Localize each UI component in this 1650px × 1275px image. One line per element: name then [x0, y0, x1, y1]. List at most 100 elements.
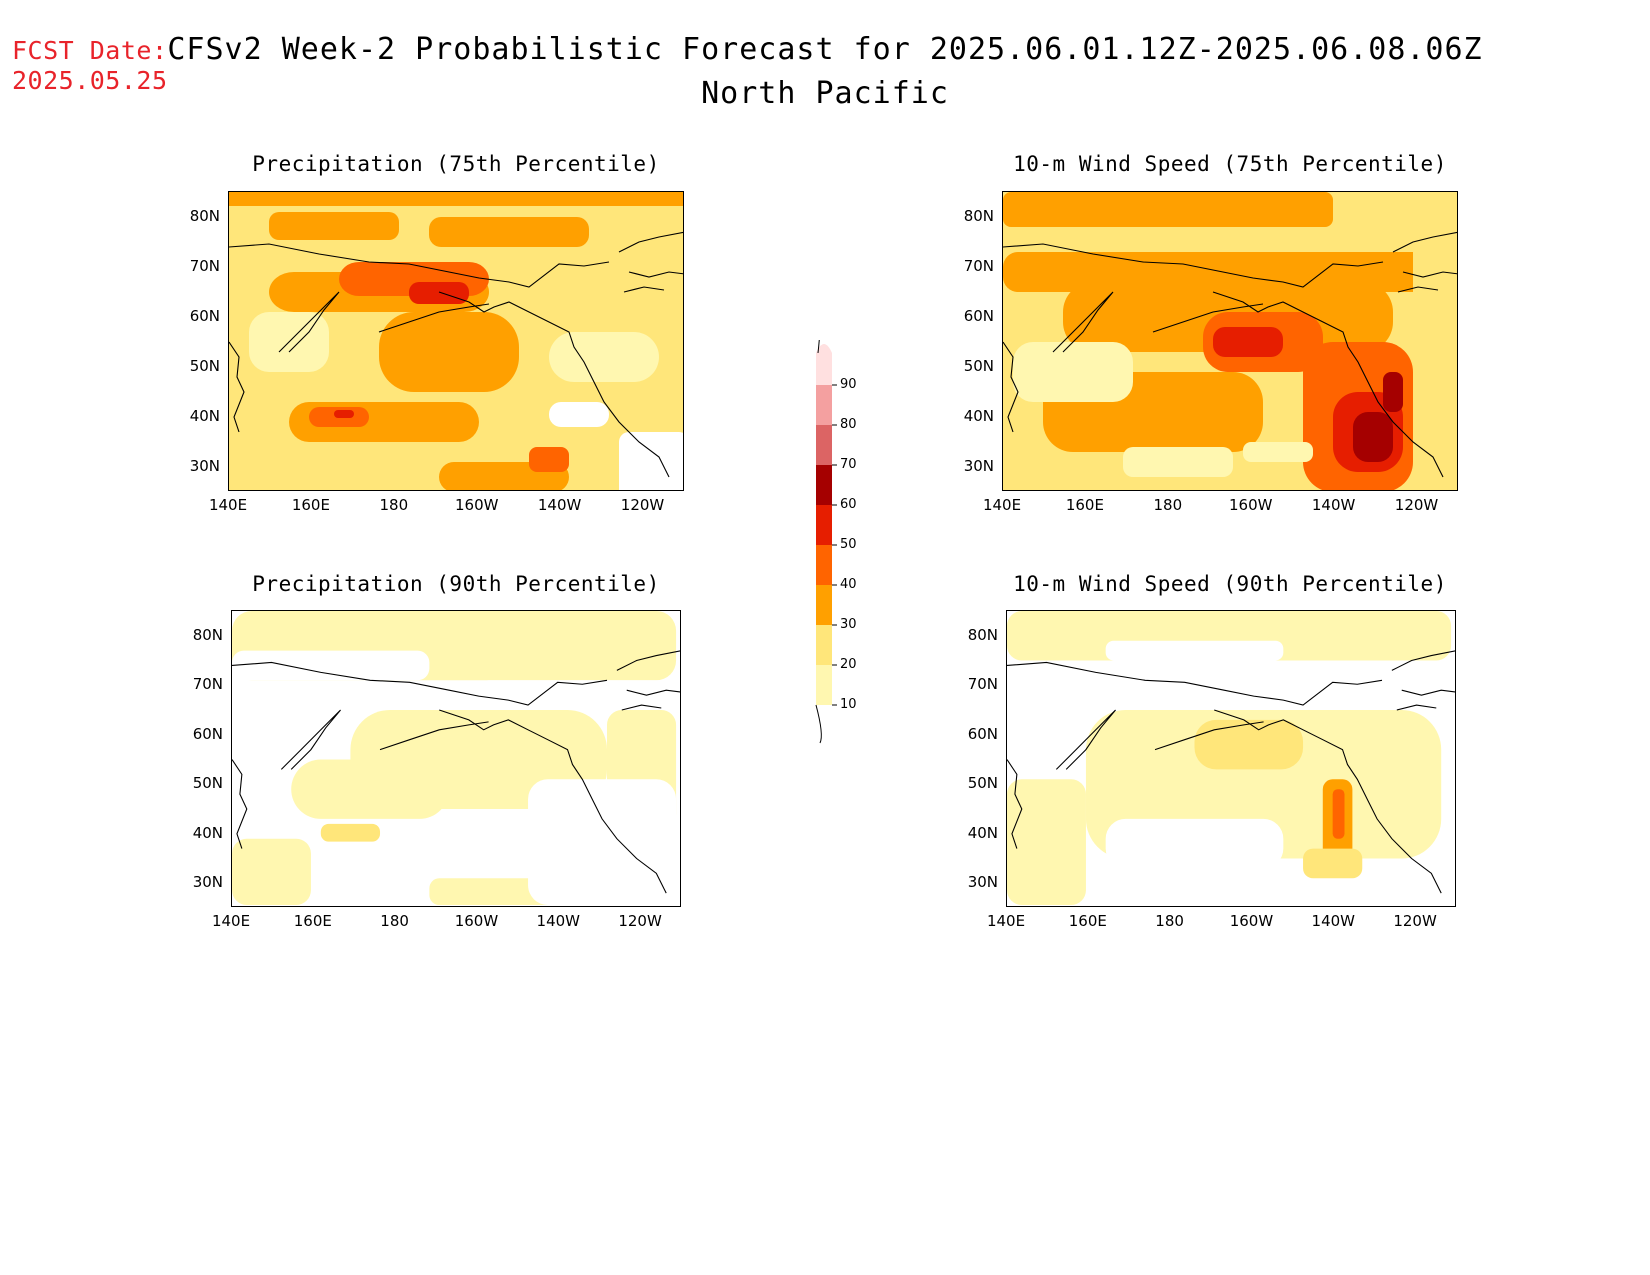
- panel-title-wind-90: 10-m Wind Speed (90th Percentile): [1013, 572, 1447, 596]
- shaded-region: [478, 680, 677, 710]
- colorbar-segment: [816, 585, 832, 625]
- lat-tick-label: 40N: [189, 407, 220, 425]
- lat-tick-label: 30N: [189, 457, 220, 475]
- coastline: [229, 243, 610, 288]
- shaded-region: [291, 759, 450, 819]
- region-subtitle: North Pacific: [701, 76, 949, 111]
- shaded-region: [1123, 447, 1233, 477]
- lon-tick-label: 140E: [986, 912, 1026, 930]
- coastline: [1392, 231, 1457, 253]
- coastline: [1401, 689, 1455, 696]
- colorbar: 10 20 30 40 50 60 70 80 90: [810, 324, 870, 754]
- coastline: [232, 759, 248, 849]
- shaded-region: [409, 282, 469, 304]
- coastline: [1007, 661, 1383, 706]
- lon-tick-label: 140W: [1311, 912, 1355, 930]
- lon-tick-label: 160E: [293, 912, 332, 930]
- colorbar-label: 40: [840, 577, 857, 592]
- panel-title-wind-75: 10-m Wind Speed (75th Percentile): [1013, 152, 1447, 176]
- shaded-region: [549, 332, 659, 382]
- lat-tick-label: 60N: [192, 724, 223, 743]
- map-field: [1007, 611, 1455, 906]
- lon-tick-label: 180: [379, 496, 409, 514]
- lon-tick-label: 140W: [1311, 496, 1356, 514]
- coastline: [618, 231, 683, 253]
- coastline: [1055, 709, 1116, 770]
- forecast-date-block: FCST Date: 2025.05.25: [12, 36, 168, 96]
- lon-tick-label: 120W: [1393, 912, 1437, 930]
- lat-tick-label: 30N: [963, 457, 994, 475]
- shaded-region: [1332, 789, 1345, 839]
- map-precip-75: [228, 191, 684, 491]
- colorbar-segment: [816, 505, 832, 545]
- colorbar-segment: [816, 385, 832, 425]
- colorbar-label: 20: [840, 657, 857, 672]
- lat-tick-label: 50N: [967, 774, 998, 793]
- lon-tick-label: 120W: [1394, 496, 1439, 514]
- shaded-region: [1003, 192, 1333, 227]
- shaded-region: [1105, 640, 1284, 661]
- map-field: [229, 192, 683, 490]
- lat-tick-label: 60N: [967, 724, 998, 743]
- coastline: [626, 689, 680, 696]
- colorbar-segment: [816, 665, 832, 705]
- coastline: [278, 291, 340, 353]
- colorbar-cap: [815, 704, 822, 744]
- colorbar-segment: [816, 465, 832, 505]
- forecast-date-label: FCST Date:: [12, 36, 168, 65]
- colorbar-segment: [816, 545, 832, 585]
- shaded-region: [1213, 327, 1283, 357]
- coastline: [439, 709, 667, 894]
- shaded-region: [528, 779, 677, 906]
- lat-tick-label: 30N: [192, 873, 223, 892]
- map-wind-75: [1002, 191, 1458, 491]
- lat-tick-label: 70N: [963, 257, 994, 275]
- forecast-date-value: 2025.05.25: [12, 66, 168, 95]
- lon-tick-label: 140E: [982, 496, 1022, 514]
- lat-tick-label: 50N: [963, 357, 994, 375]
- shaded-region: [320, 823, 381, 842]
- shaded-region: [269, 212, 399, 240]
- colorbar-label: 80: [840, 417, 857, 432]
- lon-tick-label: 160W: [454, 496, 499, 514]
- lat-tick-label: 40N: [967, 823, 998, 842]
- colorbar-label: 90: [840, 377, 857, 392]
- lat-tick-label: 40N: [192, 823, 223, 842]
- lat-tick-label: 80N: [192, 625, 223, 644]
- coastline: [623, 286, 665, 293]
- lat-tick-label: 70N: [192, 675, 223, 694]
- lat-tick-label: 30N: [967, 873, 998, 892]
- shaded-region: [1194, 719, 1304, 770]
- map-field: [232, 611, 680, 906]
- shaded-region: [229, 192, 683, 206]
- lon-tick-label: 160W: [1229, 912, 1274, 930]
- map-field: [1003, 192, 1457, 490]
- shaded-region: [379, 312, 519, 392]
- coastline: [280, 709, 341, 770]
- lon-tick-label: 160E: [1065, 496, 1104, 514]
- lat-tick-label: 50N: [189, 357, 220, 375]
- coastline: [1212, 291, 1444, 478]
- coastline: [1003, 243, 1384, 288]
- lon-tick-label: 180: [1155, 912, 1184, 930]
- lat-tick-label: 80N: [963, 207, 994, 225]
- lat-tick-label: 70N: [967, 675, 998, 694]
- shaded-region: [429, 878, 558, 906]
- lon-tick-label: 140W: [537, 496, 582, 514]
- shaded-region: [1105, 818, 1284, 869]
- lon-tick-label: 160E: [291, 496, 330, 514]
- coastline: [1402, 271, 1457, 278]
- shaded-region: [334, 410, 354, 418]
- coastline: [229, 341, 245, 433]
- coastline: [1003, 341, 1019, 433]
- lat-tick-label: 70N: [189, 257, 220, 275]
- colorbar-segment: [816, 425, 832, 465]
- lon-tick-label: 180: [1153, 496, 1183, 514]
- shaded-region: [1353, 412, 1393, 462]
- shaded-region: [1243, 442, 1313, 462]
- colorbar-label: 70: [840, 457, 857, 472]
- shaded-region: [619, 432, 683, 490]
- lat-tick-label: 60N: [189, 307, 220, 325]
- colorbar-label: 30: [840, 617, 857, 632]
- colorbar-label: 10: [840, 697, 857, 712]
